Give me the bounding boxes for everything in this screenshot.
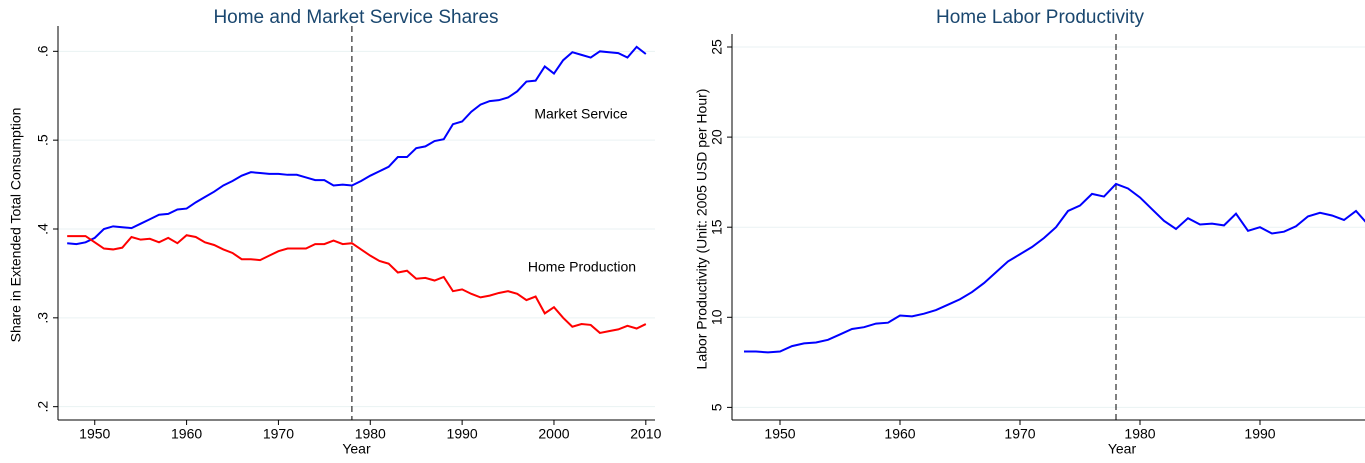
series-line	[744, 182, 1365, 354]
x-tick-label: 1970	[263, 426, 294, 442]
x-tick-label: 1960	[171, 426, 202, 442]
x-tick-label: 2010	[630, 426, 661, 442]
chart-title: Home Labor Productivity	[936, 7, 1145, 28]
y-axis-label: Share in Extended Total Consumption	[8, 108, 24, 343]
y-tick-label: .5	[35, 134, 51, 146]
series-label: Market Service	[534, 106, 628, 122]
x-tick-label: 1950	[764, 426, 795, 442]
x-tick-label: 1990	[1244, 426, 1275, 442]
x-tick-label: 1970	[1004, 426, 1035, 442]
y-tick-label: 20	[709, 129, 725, 145]
y-tick-label: 5	[709, 403, 725, 411]
x-axis-label: Year	[342, 441, 371, 457]
y-tick-label: 25	[709, 39, 725, 55]
x-axis-label: Year	[1108, 441, 1137, 457]
y-tick-label: .6	[35, 45, 51, 57]
x-tick-label: 2000	[538, 426, 569, 442]
panel: Home and Market Service Shares .2 .3 .4 .5 .6…	[8, 7, 662, 457]
y-tick-label: 15	[709, 219, 725, 235]
x-tick-label: 1960	[884, 426, 915, 442]
series-label: Home Production	[528, 259, 636, 275]
x-tick-label: 1980	[355, 426, 386, 442]
y-tick-label: .4	[35, 223, 51, 235]
y-tick-label: .3	[35, 312, 51, 324]
x-tick-label: 1990	[447, 426, 478, 442]
y-tick-label: 10	[709, 309, 725, 325]
y-tick-label: .2	[35, 401, 51, 413]
x-tick-label: 1980	[1124, 426, 1155, 442]
panel: Home Labor Productivity 5 10 15 20 25 1950 1960…	[694, 7, 1365, 457]
series-line	[67, 45, 647, 246]
y-axis-label: Labor Productivity (Unit: 2005 USD per H…	[694, 89, 710, 370]
x-tick-label: 1950	[79, 426, 110, 442]
series-line	[67, 234, 647, 335]
chart-title: Home and Market Service Shares	[213, 7, 498, 28]
